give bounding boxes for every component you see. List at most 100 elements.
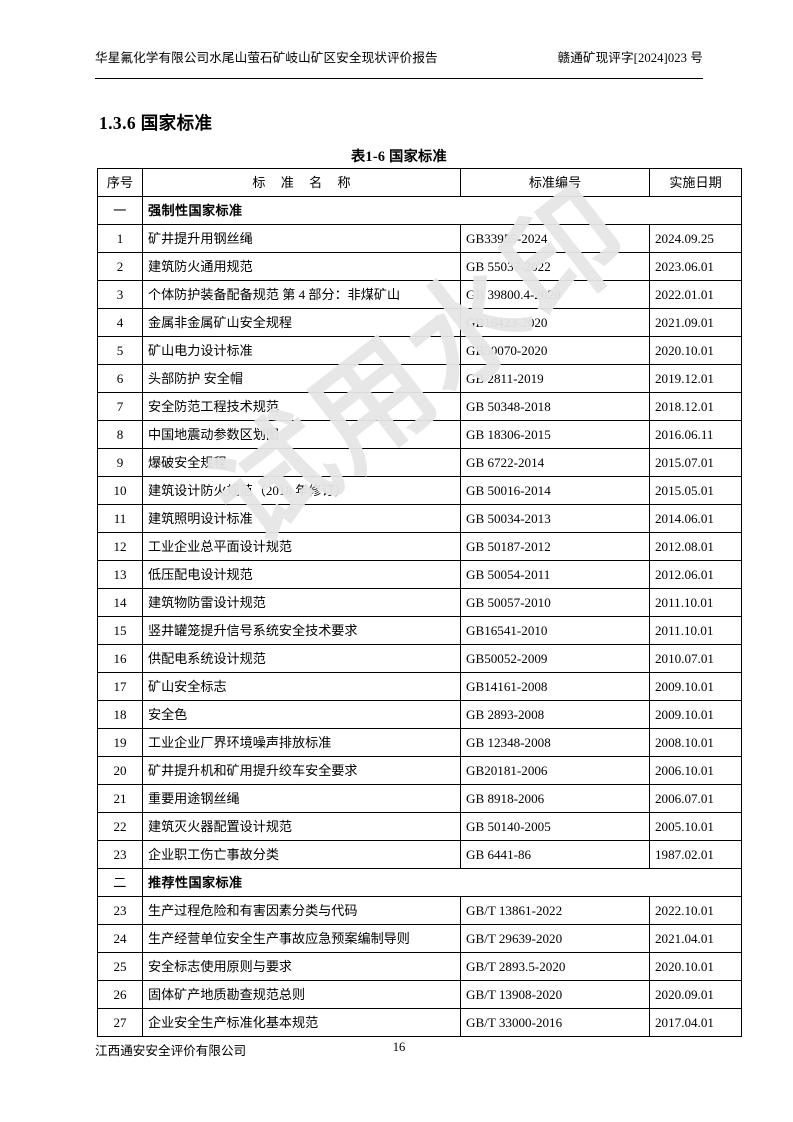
cell-standard-code: GB 2893-2008 — [460, 700, 650, 729]
cell-standard-code: GB14161-2008 — [460, 672, 650, 701]
table-row: 20 矿井提升机和矿用提升绞车安全要求 GB20181-2006 2006.10.01 — [97, 756, 742, 785]
cell-sequence-number: 13 — [97, 560, 143, 589]
cell-standard-code: GB33955-2024 — [460, 224, 650, 253]
cell-effective-date: 2012.08.01 — [649, 532, 742, 561]
cell-sequence-number: 12 — [97, 532, 143, 561]
cell-effective-date: 2011.10.01 — [649, 616, 742, 645]
cell-effective-date: 2017.04.01 — [649, 1008, 742, 1037]
table-group-row: 一强制性国家标准 — [97, 196, 742, 225]
cell-sequence-number: 2 — [97, 252, 143, 281]
cell-standard-code: GB/T 2893.5-2020 — [460, 952, 650, 981]
cell-effective-date: 2015.07.01 — [649, 448, 742, 477]
table-row: 4 金属非金属矿山安全规程 GB16423-2020 2021.09.01 — [97, 308, 742, 337]
table-head: 序号 标 准 名 称 标准编号 实施日期 — [97, 168, 742, 197]
cell-standard-name: 低压配电设计规范 — [142, 560, 461, 589]
cell-effective-date: 2022.10.01 — [649, 896, 742, 925]
table-row: 12 工业企业总平面设计规范 GB 50187-2012 2012.08.01 — [97, 532, 742, 561]
cell-sequence-number: 23 — [97, 896, 143, 925]
table-row: 1 矿井提升用钢丝绳 GB33955-2024 2024.09.25 — [97, 224, 742, 253]
cell-sequence-number: 7 — [97, 392, 143, 421]
cell-standard-name: 矿井提升用钢丝绳 — [142, 224, 461, 253]
cell-standard-name: 建筑照明设计标准 — [142, 504, 461, 533]
cell-standard-name: 建筑物防雷设计规范 — [142, 588, 461, 617]
cell-standard-name: 中国地震动参数区划图 — [142, 420, 461, 449]
cell-sequence-number: 21 — [97, 784, 143, 813]
cell-standard-code: GB50052-2009 — [460, 644, 650, 673]
table-row: 24 生产经营单位安全生产事故应急预案编制导则 GB/T 29639-2020 202… — [97, 924, 742, 953]
cell-effective-date: 2009.10.01 — [649, 672, 742, 701]
cell-standard-code: GB 6441-86 — [460, 840, 650, 869]
cell-sequence-number: 20 — [97, 756, 143, 785]
cell-standard-code: GB/T 13861-2022 — [460, 896, 650, 925]
cell-standard-code: GB 55037-2022 — [460, 252, 650, 281]
cell-sequence-number: 26 — [97, 980, 143, 1009]
table-header-row: 序号 标 准 名 称 标准编号 实施日期 — [97, 168, 742, 197]
cell-standard-code: GB 50016-2014 — [460, 476, 650, 505]
cell-sequence-number: 19 — [97, 728, 143, 757]
national-standards-table: 序号 标 准 名 称 标准编号 实施日期 一强制性国家标准 1 矿井提升用钢丝绳 GB… — [97, 168, 742, 1037]
cell-standard-name: 供配电系统设计规范 — [142, 644, 461, 673]
cell-standard-code: GB20181-2006 — [460, 756, 650, 785]
cell-effective-date: 2021.04.01 — [649, 924, 742, 953]
cell-standard-code: GB 8918-2006 — [460, 784, 650, 813]
cell-effective-date: 2006.10.01 — [649, 756, 742, 785]
cell-standard-code: GB 39800.4-2020 — [460, 280, 650, 309]
table-group-row: 二推荐性国家标准 — [97, 868, 742, 897]
cell-standard-name: 竖井罐笼提升信号系统安全技术要求 — [142, 616, 461, 645]
table-row: 21 重要用途钢丝绳 GB 8918-2006 2006.07.01 — [97, 784, 742, 813]
cell-standard-code: GB 2811-2019 — [460, 364, 650, 393]
cell-standard-name: 建筑防火通用规范 — [142, 252, 461, 281]
cell-standard-code: GB 18306-2015 — [460, 420, 650, 449]
cell-standard-name: 工业企业总平面设计规范 — [142, 532, 461, 561]
footer-page-number: 16 — [392, 1040, 406, 1054]
table-caption: 表1-6 国家标准 — [350, 149, 448, 165]
cell-sequence-number: 16 — [97, 644, 143, 673]
cell-effective-date: 2005.10.01 — [649, 812, 742, 841]
cell-effective-date: 2020.10.01 — [649, 336, 742, 365]
column-header-no: 序号 — [97, 168, 143, 197]
cell-standard-name: 企业职工伤亡事故分类 — [142, 840, 461, 869]
footer-company-name: 江西通安安全评价有限公司 — [95, 1044, 247, 1058]
cell-sequence-number: 6 — [97, 364, 143, 393]
table-row: 16 供配电系统设计规范 GB50052-2009 2010.07.01 — [97, 644, 742, 673]
cell-standard-code: GB16541-2010 — [460, 616, 650, 645]
cell-sequence-number: 9 — [97, 448, 143, 477]
cell-standard-name: 矿山安全标志 — [142, 672, 461, 701]
cell-standard-name: 生产经营单位安全生产事故应急预案编制导则 — [142, 924, 461, 953]
table-row: 14 建筑物防雷设计规范 GB 50057-2010 2011.10.01 — [97, 588, 742, 617]
cell-sequence-number: 18 — [97, 700, 143, 729]
cell-sequence-number: 8 — [97, 420, 143, 449]
table-row: 23 企业职工伤亡事故分类 GB 6441-86 1987.02.01 — [97, 840, 742, 869]
cell-effective-date: 2016.06.11 — [649, 420, 742, 449]
table-row: 27 企业安全生产标准化基本规范 GB/T 33000-2016 2017.04.01 — [97, 1008, 742, 1037]
table-row: 19 工业企业厂界环境噪声排放标准 GB 12348-2008 2008.10.01 — [97, 728, 742, 757]
table-row: 23 生产过程危险和有害因素分类与代码 GB/T 13861-2022 2022.10… — [97, 896, 742, 925]
running-header: 华星氟化学有限公司水尾山萤石矿岐山矿区安全现状评价报告 赣通矿现评字[2024]… — [95, 52, 703, 79]
cell-group-label: 强制性国家标准 — [142, 196, 742, 225]
cell-standard-code: GB 12348-2008 — [460, 728, 650, 757]
table-row: 8 中国地震动参数区划图 GB 18306-2015 2016.06.11 — [97, 420, 742, 449]
cell-effective-date: 2020.09.01 — [649, 980, 742, 1009]
cell-standard-code: GB 50057-2010 — [460, 588, 650, 617]
table-row: 22 建筑灭火器配置设计规范 GB 50140-2005 2005.10.01 — [97, 812, 742, 841]
cell-standard-code: GB 50140-2005 — [460, 812, 650, 841]
column-header-date: 实施日期 — [649, 168, 742, 197]
table-row: 18 安全色 GB 2893-2008 2009.10.01 — [97, 700, 742, 729]
cell-sequence-number: 4 — [97, 308, 143, 337]
cell-effective-date: 2015.05.01 — [649, 476, 742, 505]
cell-sequence-number: 25 — [97, 952, 143, 981]
table-row: 26 固体矿产地质勘查规范总则 GB/T 13908-2020 2020.09.01 — [97, 980, 742, 1009]
cell-sequence-number: 5 — [97, 336, 143, 365]
cell-standard-name: 企业安全生产标准化基本规范 — [142, 1008, 461, 1037]
cell-standard-name: 生产过程危险和有害因素分类与代码 — [142, 896, 461, 925]
cell-effective-date: 2006.07.01 — [649, 784, 742, 813]
header-report-title: 华星氟化学有限公司水尾山萤石矿岐山矿区安全现状评价报告 — [95, 51, 438, 65]
header-document-number: 赣通矿现评字[2024]023 号 — [557, 51, 703, 65]
cell-standard-code: GB 6722-2014 — [460, 448, 650, 477]
table-row: 3 个体防护装备配备规范 第 4 部分：非煤矿山 GB 39800.4-2020 20… — [97, 280, 742, 309]
cell-standard-code: GB/T 29639-2020 — [460, 924, 650, 953]
cell-effective-date: 2022.01.01 — [649, 280, 742, 309]
cell-standard-name: 安全防范工程技术规范 — [142, 392, 461, 421]
table-row: 25 安全标志使用原则与要求 GB/T 2893.5-2020 2020.10.01 — [97, 952, 742, 981]
cell-effective-date: 2023.06.01 — [649, 252, 742, 281]
